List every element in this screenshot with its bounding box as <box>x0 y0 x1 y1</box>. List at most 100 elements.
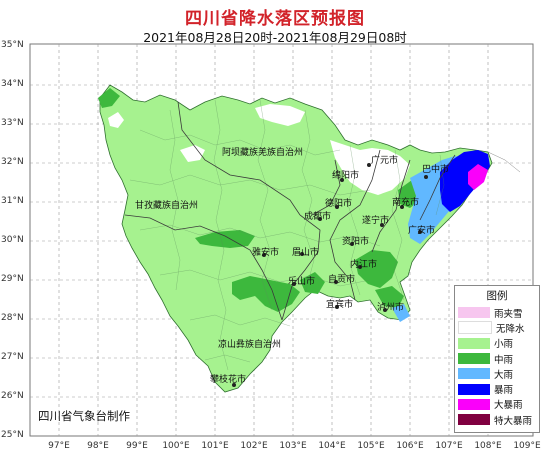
lat-label-35: 35°N <box>1 40 24 50</box>
lon-label-99: 99°E <box>126 441 148 451</box>
city-label-guangan: 广安市 <box>408 226 436 236</box>
lat-label-25: 25°N <box>1 430 24 440</box>
city-dot-neijiang <box>358 265 362 269</box>
legend-swatch <box>458 307 490 319</box>
lat-label-31: 31°N <box>1 196 24 206</box>
lat-label-28: 28°N <box>1 313 24 323</box>
heavy-rainstorm-northeast <box>468 164 488 190</box>
city-dot-deyang <box>335 205 339 209</box>
legend-label: 无降水 <box>496 323 525 335</box>
legend-label: 中雨 <box>494 354 514 366</box>
city-label-neijiang: 内江市 <box>350 260 378 270</box>
legend-swatch <box>458 337 490 349</box>
moderate-rain-west <box>195 230 255 248</box>
lon-label-98: 98°E <box>87 441 109 451</box>
city-dot-nanchong <box>400 205 404 209</box>
no-rain-north <box>255 104 305 126</box>
moderate-rain-south <box>232 276 300 312</box>
legend-item: 大雨 <box>455 366 539 381</box>
legend-item: 中雨 <box>455 351 539 366</box>
city-dot-meishan <box>300 252 304 256</box>
lat-label-29: 29°N <box>1 274 24 284</box>
city-dot-guangyuan <box>367 163 371 167</box>
county-boundaries <box>129 99 445 371</box>
no-rain-northeast <box>330 140 410 195</box>
city-dot-bazhong <box>424 175 428 179</box>
city-label-bazhong: 巴中市 <box>422 165 450 175</box>
city-dot-chengdu <box>318 217 322 221</box>
city-label-leshan: 乐山市 <box>288 277 316 287</box>
legend-swatch <box>458 353 490 365</box>
legend-label: 暴雨 <box>494 385 514 397</box>
lon-label-101: 101°E <box>201 441 229 451</box>
city-label-yibin: 宜宾市 <box>326 300 354 310</box>
city-dot-zigong <box>334 280 338 284</box>
legend-label: 特大暴雨 <box>494 415 533 427</box>
lon-label-97: 97°E <box>48 441 70 451</box>
legend-item: 小雨 <box>455 336 539 351</box>
lat-label-30: 30°N <box>1 235 24 245</box>
lat-label-33: 33°N <box>1 118 24 128</box>
city-label-deyang: 德阳市 <box>325 199 353 209</box>
city-dot-mianyang <box>340 178 344 182</box>
city-dot-leshan <box>292 282 296 286</box>
city-label-guangyuan: 广元市 <box>371 156 399 166</box>
prefecture-boundaries <box>124 101 456 321</box>
moderate-rain-northwest <box>98 88 120 108</box>
lat-label-27: 27°N <box>1 352 24 362</box>
no-rain-north2 <box>180 145 205 162</box>
city-label-chengdu: 成都市 <box>304 212 332 222</box>
lon-label-105: 105°E <box>357 441 385 451</box>
city-label-suining: 遂宁市 <box>362 216 390 226</box>
city-label-luzhou: 泸州市 <box>377 303 405 313</box>
lon-label-106: 106°E <box>396 441 424 451</box>
lon-label-104: 104°E <box>318 441 346 451</box>
legend-swatch <box>458 383 490 395</box>
legend-item: 大暴雨 <box>455 397 539 412</box>
lat-label-34: 34°N <box>1 79 24 89</box>
legend-label: 大雨 <box>494 369 514 381</box>
legend-item: 特大暴雨 <box>455 412 539 427</box>
lon-label-109: 109°E <box>513 441 541 451</box>
map-subtitle: 2021年08月28日20时-2021年08月29日08时 <box>143 30 407 45</box>
lon-label-108: 108°E <box>474 441 502 451</box>
legend-swatch <box>458 321 492 335</box>
no-rain-west <box>108 112 124 128</box>
city-dot-yaan <box>262 253 266 257</box>
region-label-liangshan: 凉山彝族自治州 <box>218 340 282 350</box>
moderate-rain-east <box>355 250 398 288</box>
lon-label-103: 103°E <box>279 441 307 451</box>
city-label-meishan: 眉山市 <box>292 248 320 258</box>
city-label-panzhihua: 攀枝花市 <box>210 375 247 385</box>
city-dot-luzhou <box>383 308 387 312</box>
legend-swatch <box>458 414 490 426</box>
legend-item: 雨夹雪 <box>455 305 539 320</box>
lon-label-107: 107°E <box>435 441 463 451</box>
lat-label-26: 26°N <box>1 391 24 401</box>
legend-label: 雨夹雪 <box>494 308 523 320</box>
moderate-rain-southeast <box>375 286 404 308</box>
legend-item: 暴雨 <box>455 381 539 396</box>
legend-label: 大暴雨 <box>494 400 523 412</box>
city-dot-guangan <box>418 230 422 234</box>
heavy-rain-south <box>392 304 410 322</box>
lon-label-102: 102°E <box>240 441 268 451</box>
city-dot-yibin <box>335 305 339 309</box>
legend: 图例 雨夹雪 无降水 小雨 中雨 大雨 暴雨 大暴雨 特大暴雨 <box>454 285 540 433</box>
credit-text: 四川省气象台制作 <box>38 409 130 423</box>
city-dot-panzhihua <box>232 383 236 387</box>
legend-title: 图例 <box>486 290 508 302</box>
city-dot-ziyang <box>350 242 354 246</box>
lon-label-100: 100°E <box>162 441 190 451</box>
city-label-mianyang: 绵阳市 <box>332 171 360 181</box>
region-label-ganzi: 甘孜藏族自治州 <box>135 201 199 211</box>
legend-swatch <box>458 368 490 380</box>
city-dot-suining <box>380 223 384 227</box>
city-label-zigong: 自贡市 <box>328 275 356 285</box>
city-label-nanchong: 南充市 <box>392 198 420 208</box>
map-title: 四川省降水落区预报图 <box>185 9 365 29</box>
region-label-aba: 阿坝藏族羌族自治州 <box>222 148 304 158</box>
legend-label: 小雨 <box>494 339 514 351</box>
lat-label-32: 32°N <box>1 157 24 167</box>
